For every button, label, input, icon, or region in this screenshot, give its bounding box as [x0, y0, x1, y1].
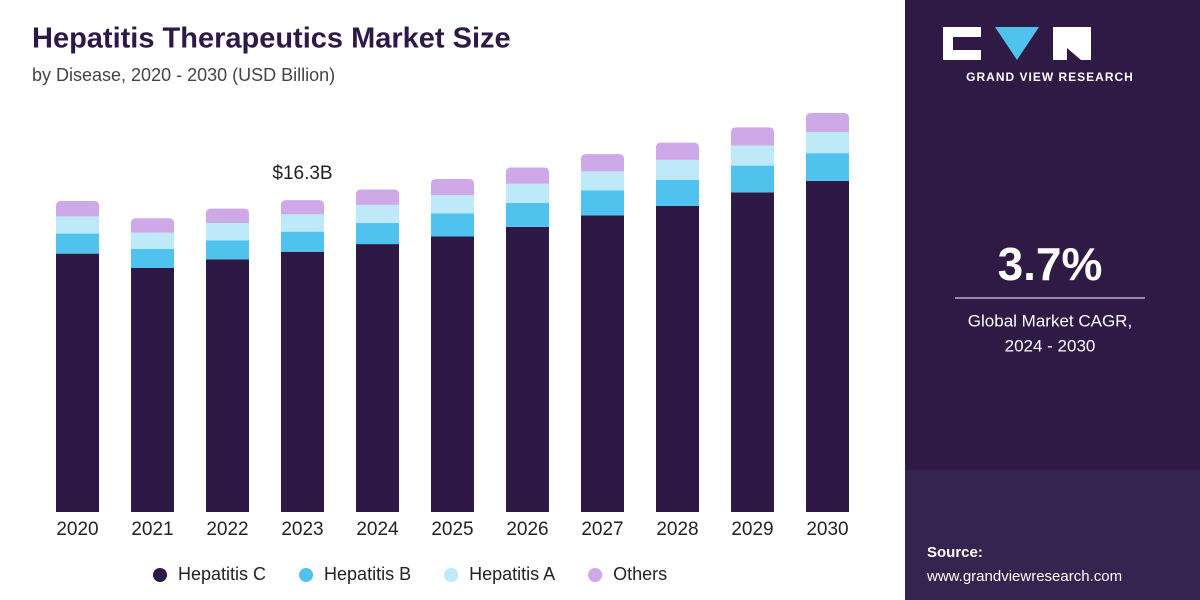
- legend-marker: [299, 568, 314, 582]
- bar-segment: [431, 179, 474, 196]
- bar-segment: [506, 226, 549, 512]
- bar-segment: [206, 223, 249, 241]
- bar-segment: [206, 208, 249, 224]
- bar-segment: [581, 171, 624, 191]
- bar-segment: [281, 214, 324, 232]
- bar-segment: [656, 205, 699, 513]
- x-tick-label: 2026: [506, 519, 548, 540]
- bar-segment: [131, 232, 174, 249]
- x-tick-label: 2020: [56, 519, 98, 540]
- logo: [943, 27, 1091, 60]
- bar-segment: [731, 127, 774, 146]
- bar-segment: [131, 218, 174, 233]
- brand: GRAND VIEW RESEARCH: [966, 70, 1134, 84]
- bar-segment: [506, 167, 549, 184]
- side-panel-footer: [905, 470, 1200, 600]
- bar-segment: [356, 223, 399, 245]
- legend-label: Hepatitis A: [469, 564, 555, 584]
- bar-segment: [656, 142, 699, 160]
- bar-segment: [506, 202, 549, 227]
- bar-segment: [56, 201, 99, 217]
- legend-marker: [153, 568, 167, 582]
- bar-segment: [581, 190, 624, 216]
- annotation: $16.3B: [272, 163, 332, 184]
- bar-segment: [806, 132, 849, 154]
- bar-segment: [581, 154, 624, 172]
- source-label: Source:: [927, 544, 983, 561]
- bar-segment: [431, 195, 474, 214]
- bar-segment: [731, 192, 774, 512]
- bar-segment: [431, 236, 474, 513]
- x-tick-label: 2022: [206, 519, 248, 540]
- bar-segment: [431, 213, 474, 237]
- x-tick-label: 2025: [431, 519, 473, 540]
- bar-segment: [356, 204, 399, 224]
- legend-label: Hepatitis B: [324, 564, 411, 584]
- bar-segment: [806, 180, 849, 513]
- chart-title: Hepatitis Therapeutics Market Size: [32, 23, 511, 55]
- bar-segment: [206, 259, 249, 512]
- x-tick-label: 2023: [281, 519, 323, 540]
- x-tick-label: 2021: [131, 519, 173, 540]
- bar-segment: [56, 253, 99, 513]
- legend-label: Others: [613, 564, 667, 584]
- bar-segment: [506, 183, 549, 203]
- x-tick-label: 2028: [656, 519, 698, 540]
- source-url: www.grandviewresearch.com: [926, 568, 1122, 585]
- x-tick-label: 2024: [356, 519, 399, 540]
- bar-segment: [131, 268, 174, 512]
- cagr-period: 2024 - 2030: [1005, 336, 1096, 355]
- bar-segment: [281, 251, 324, 512]
- x-tick-label: 2030: [806, 519, 848, 540]
- bar-segment: [731, 165, 774, 193]
- legend-marker: [588, 568, 603, 582]
- bar-segment: [656, 159, 699, 180]
- cagr-value: 3.7%: [998, 238, 1103, 290]
- bar-segment: [656, 179, 699, 206]
- chart-subtitle: by Disease, 2020 - 2030 (USD Billion): [32, 65, 335, 85]
- bar-segment: [356, 189, 399, 205]
- bar-segment: [131, 248, 174, 269]
- bar-segment: [806, 153, 849, 181]
- cagr-label: Global Market CAGR,: [968, 311, 1132, 330]
- bar-segment: [206, 240, 249, 260]
- bar-segment: [56, 233, 99, 254]
- legend-marker: [444, 568, 459, 582]
- legend-label: Hepatitis C: [178, 564, 266, 584]
- bar-segment: [356, 244, 399, 512]
- bar-segment: [281, 231, 324, 252]
- bar-segment: [281, 200, 324, 215]
- x-tick-label: 2029: [731, 519, 773, 540]
- x-tick-label: 2027: [581, 519, 623, 540]
- bar-segment: [581, 215, 624, 513]
- bar-segment: [731, 145, 774, 166]
- bar-segment: [56, 216, 99, 234]
- bar-segment: [806, 113, 849, 133]
